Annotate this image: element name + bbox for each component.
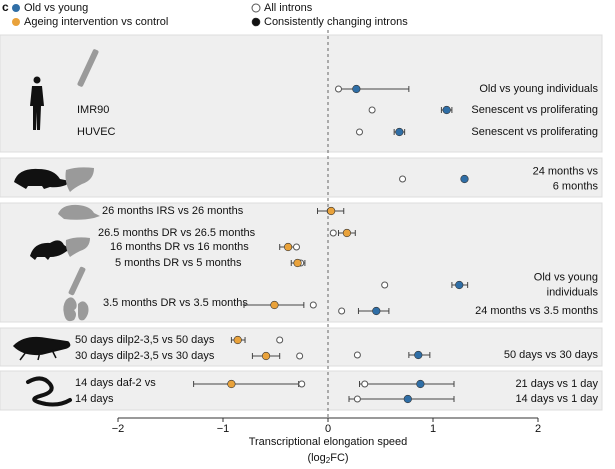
- point-all-introns: [335, 85, 342, 93]
- point-all-introns: [296, 352, 304, 360]
- row-label: 6 months: [553, 180, 599, 192]
- point-consistent-introns: [416, 379, 425, 389]
- row-label: 24 months vs 3.5 months: [475, 305, 598, 317]
- point-consistent-introns: [293, 258, 302, 268]
- row-label: individuals: [547, 286, 599, 298]
- panel: [0, 157, 603, 198]
- point-all-introns: [361, 380, 369, 388]
- mouse-icon: [58, 204, 100, 220]
- panels: [0, 34, 603, 411]
- point-consistent-introns: [352, 84, 361, 94]
- x-tick-label: 2: [535, 423, 541, 435]
- x-axis-unit-part: FC): [330, 452, 348, 464]
- point-all-introns: [353, 395, 361, 403]
- human-icon: [30, 76, 44, 130]
- legend-label: Ageing intervention vs control: [24, 16, 168, 28]
- row-label: 30 days dilp2-3,5 vs 30 days: [75, 350, 215, 362]
- mouse-icon: [14, 168, 70, 189]
- panel: [0, 370, 603, 411]
- row-label: Old vs young individuals: [479, 83, 598, 95]
- row-label: 50 days vs 30 days: [504, 349, 599, 361]
- row-label: 21 days vs 1 day: [515, 378, 598, 390]
- panel-label: c: [2, 0, 9, 14]
- x-axis-unit-part: 2: [326, 456, 331, 465]
- point-consistent-introns: [395, 127, 404, 137]
- row-label: 16 months DR vs 16 months: [110, 241, 249, 253]
- kidney-icon: [63, 297, 89, 322]
- row-label: 3.5 months DR vs 3.5 months: [103, 297, 248, 309]
- legend-marker: [12, 18, 20, 26]
- legend-label: All introns: [264, 2, 313, 14]
- point-consistent-introns: [403, 394, 412, 404]
- point-all-introns: [381, 281, 389, 289]
- x-axis-unit: (log2FC): [307, 452, 348, 465]
- point-consistent-introns: [233, 335, 242, 345]
- point-consistent-introns: [372, 306, 381, 316]
- point-consistent-introns: [414, 350, 423, 360]
- row-label: 50 days dilp2-3,5 vs 50 days: [75, 334, 215, 346]
- point-consistent-introns: [227, 379, 236, 389]
- point-all-introns: [309, 301, 317, 309]
- liver-icon: [65, 167, 94, 192]
- point-consistent-introns: [460, 174, 469, 184]
- worm-icon: [26, 376, 72, 407]
- point-consistent-introns: [284, 242, 293, 252]
- row-label: Senescent vs proliferating: [471, 126, 598, 138]
- x-axis-unit-part: (log: [307, 452, 325, 464]
- row-label: 14 days: [75, 393, 114, 405]
- x-axis-title: Transcriptional elongation speed: [249, 436, 408, 448]
- x-tick-label: 1: [430, 423, 436, 435]
- point-all-introns: [368, 106, 376, 114]
- row-label: 26 months IRS vs 26 months: [102, 205, 244, 217]
- row-label: 14 days vs 1 day: [515, 393, 598, 405]
- row-label: IMR90: [77, 104, 109, 116]
- row-label: 26.5 months DR vs 26.5 months: [98, 227, 256, 239]
- point-all-introns: [329, 229, 337, 237]
- panel: [0, 327, 603, 367]
- fly-icon: [12, 336, 71, 361]
- row-label: 5 months DR vs 5 months: [115, 257, 242, 269]
- legend-label: Consistently changing introns: [264, 16, 408, 28]
- point-all-introns: [298, 380, 306, 388]
- legend-marker: [12, 4, 20, 12]
- x-tick-label: −2: [112, 423, 125, 435]
- point-all-introns: [276, 336, 284, 344]
- x-tick-label: −1: [217, 423, 230, 435]
- point-consistent-introns: [261, 351, 271, 361]
- point-consistent-introns: [455, 280, 464, 290]
- row-label: HUVEC: [77, 126, 116, 138]
- point-consistent-introns: [270, 300, 279, 310]
- row-label: 14 days daf-2 vs: [75, 377, 156, 389]
- point-all-introns: [399, 175, 407, 183]
- pipette-icon: [68, 266, 86, 296]
- mouse-icon: [30, 240, 70, 260]
- row-label: Old vs young: [534, 271, 598, 283]
- panel: [0, 34, 603, 153]
- point-all-introns: [353, 351, 361, 359]
- row-label: Senescent vs proliferating: [471, 104, 598, 116]
- point-consistent-introns: [327, 206, 336, 216]
- legend-marker: [251, 3, 261, 13]
- icons: [12, 49, 100, 407]
- point-consistent-introns: [342, 228, 352, 238]
- liver-icon: [65, 237, 90, 257]
- x-tick-label: 0: [325, 423, 331, 435]
- point-all-introns: [338, 307, 346, 315]
- legend-marker: [251, 17, 261, 27]
- point-all-introns: [356, 128, 363, 136]
- point-all-introns: [293, 243, 300, 251]
- pipette-icon: [77, 49, 99, 87]
- row-label: 24 months vs: [533, 165, 599, 177]
- legend-label: Old vs young: [24, 2, 88, 14]
- point-consistent-introns: [442, 105, 451, 115]
